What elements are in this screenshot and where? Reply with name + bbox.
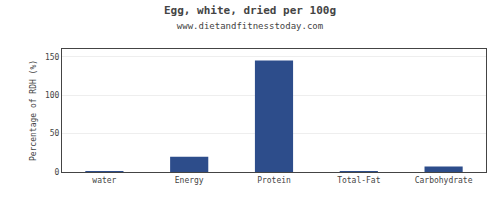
- svg-text:Total-Fat: Total-Fat: [337, 176, 381, 185]
- svg-text:water: water: [92, 176, 116, 185]
- svg-text:Protein: Protein: [257, 176, 291, 185]
- svg-text:Percentage of RDH (%): Percentage of RDH (%): [29, 60, 38, 161]
- svg-text:Egg, white, dried per 100gwww.: Egg, white, dried per 100gwww.dietandfit…: [164, 4, 336, 30]
- svg-text:150: 150: [45, 52, 60, 61]
- svg-text:Carbohydrate: Carbohydrate: [415, 176, 473, 185]
- svg-text:100: 100: [45, 91, 60, 100]
- svg-text:0: 0: [55, 168, 60, 177]
- svg-text:Energy: Energy: [175, 176, 204, 185]
- svg-text:50: 50: [50, 129, 60, 138]
